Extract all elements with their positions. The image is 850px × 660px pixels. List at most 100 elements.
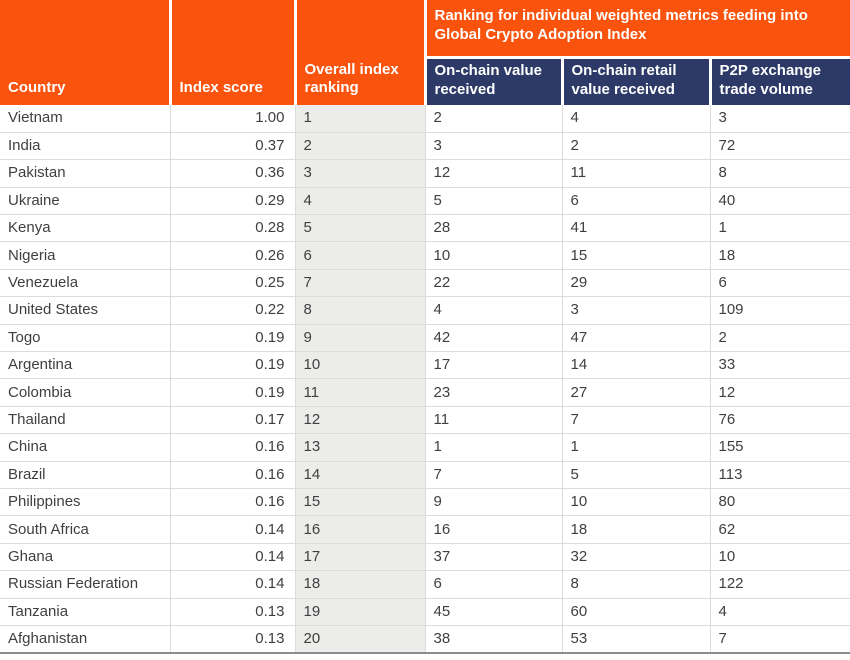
p2p-volume-cell: 40 xyxy=(710,187,850,216)
table-row: China 0.16 13 1 1 155 xyxy=(0,433,850,462)
p2p-volume-cell: 6 xyxy=(710,269,850,298)
on-chain-retail-cell: 5 xyxy=(562,461,711,489)
country-cell: Togo xyxy=(0,324,171,353)
table-row: Kenya 0.28 5 28 41 1 xyxy=(0,214,850,243)
p2p-volume-cell: 4 xyxy=(710,598,850,626)
country-cell: Ukraine xyxy=(0,187,171,216)
column-header-on-chain-value-received: On-chain value received xyxy=(425,57,564,105)
index-score-cell: 0.16 xyxy=(170,461,296,489)
table-row: Nigeria 0.26 6 10 15 18 xyxy=(0,241,850,270)
overall-ranking-cell: 18 xyxy=(295,570,426,599)
overall-ranking-cell: 1 xyxy=(295,105,426,133)
on-chain-value-cell: 1 xyxy=(425,433,563,462)
index-score-cell: 0.14 xyxy=(170,570,296,599)
table-row: India 0.37 2 3 2 72 xyxy=(0,132,850,161)
p2p-volume-cell: 12 xyxy=(710,378,850,407)
overall-ranking-cell: 5 xyxy=(295,214,426,243)
on-chain-retail-cell: 47 xyxy=(562,324,711,353)
p2p-volume-cell: 7 xyxy=(710,625,850,654)
on-chain-retail-cell: 11 xyxy=(562,159,711,188)
column-header-p2p-exchange-trade-volume: P2P exchange trade volume xyxy=(710,57,850,105)
table-row: Colombia 0.19 11 23 27 12 xyxy=(0,378,850,407)
on-chain-value-cell: 42 xyxy=(425,324,563,353)
country-cell: South Africa xyxy=(0,515,171,544)
overall-ranking-cell: 13 xyxy=(295,433,426,462)
on-chain-retail-cell: 3 xyxy=(562,296,711,325)
on-chain-retail-cell: 14 xyxy=(562,351,711,380)
on-chain-value-cell: 17 xyxy=(425,351,563,380)
on-chain-value-cell: 7 xyxy=(425,461,563,489)
p2p-volume-cell: 33 xyxy=(710,351,850,380)
table-row: Afghanistan 0.13 20 38 53 7 xyxy=(0,625,850,654)
index-score-cell: 0.13 xyxy=(170,598,296,626)
overall-ranking-cell: 4 xyxy=(295,187,426,216)
index-score-cell: 0.25 xyxy=(170,269,296,298)
overall-ranking-cell: 15 xyxy=(295,488,426,517)
on-chain-value-cell: 9 xyxy=(425,488,563,517)
on-chain-retail-cell: 7 xyxy=(562,406,711,435)
p2p-volume-cell: 62 xyxy=(710,515,850,544)
country-cell: Venezuela xyxy=(0,269,171,298)
column-header-country: Country xyxy=(0,0,172,105)
table-row: Venezuela 0.25 7 22 29 6 xyxy=(0,269,850,298)
country-cell: Afghanistan xyxy=(0,625,171,654)
index-score-cell: 0.37 xyxy=(170,132,296,161)
on-chain-retail-cell: 53 xyxy=(562,625,711,654)
p2p-volume-cell: 122 xyxy=(710,570,850,599)
on-chain-retail-cell: 29 xyxy=(562,269,711,298)
table-body: Vietnam 1.00 1 2 4 3 India 0.37 2 3 2 72 Pakistan 0.3… xyxy=(0,105,850,654)
on-chain-value-cell: 38 xyxy=(425,625,563,654)
table-row: Ghana 0.14 17 37 32 10 xyxy=(0,543,850,572)
on-chain-retail-cell: 8 xyxy=(562,570,711,599)
p2p-volume-cell: 155 xyxy=(710,433,850,462)
country-cell: United States xyxy=(0,296,171,325)
on-chain-value-cell: 28 xyxy=(425,214,563,243)
p2p-volume-cell: 109 xyxy=(710,296,850,325)
on-chain-retail-cell: 60 xyxy=(562,598,711,626)
on-chain-value-cell: 23 xyxy=(425,378,563,407)
on-chain-value-cell: 22 xyxy=(425,269,563,298)
overall-ranking-cell: 17 xyxy=(295,543,426,572)
overall-ranking-cell: 3 xyxy=(295,159,426,188)
country-cell: India xyxy=(0,132,171,161)
country-cell: Kenya xyxy=(0,214,171,243)
country-cell: Philippines xyxy=(0,488,171,517)
on-chain-value-cell: 10 xyxy=(425,241,563,270)
overall-ranking-cell: 16 xyxy=(295,515,426,544)
index-score-cell: 0.17 xyxy=(170,406,296,435)
country-cell: Tanzania xyxy=(0,598,171,626)
column-header-on-chain-retail-value-received: On-chain retail value received xyxy=(562,57,712,105)
p2p-volume-cell: 76 xyxy=(710,406,850,435)
on-chain-retail-cell: 27 xyxy=(562,378,711,407)
on-chain-retail-cell: 32 xyxy=(562,543,711,572)
country-cell: Pakistan xyxy=(0,159,171,188)
index-score-cell: 0.16 xyxy=(170,488,296,517)
index-score-cell: 0.29 xyxy=(170,187,296,216)
table-row: Vietnam 1.00 1 2 4 3 xyxy=(0,105,850,133)
index-score-cell: 0.13 xyxy=(170,625,296,654)
on-chain-retail-cell: 41 xyxy=(562,214,711,243)
p2p-volume-cell: 80 xyxy=(710,488,850,517)
table-row: Russian Federation 0.14 18 6 8 122 xyxy=(0,570,850,599)
country-cell: Thailand xyxy=(0,406,171,435)
table-row: Ukraine 0.29 4 5 6 40 xyxy=(0,187,850,216)
p2p-volume-cell: 1 xyxy=(710,214,850,243)
overall-ranking-cell: 19 xyxy=(295,598,426,626)
table-row: Pakistan 0.36 3 12 11 8 xyxy=(0,159,850,188)
on-chain-value-cell: 3 xyxy=(425,132,563,161)
on-chain-value-cell: 16 xyxy=(425,515,563,544)
table-row: United States 0.22 8 4 3 109 xyxy=(0,296,850,325)
table-row: Brazil 0.16 14 7 5 113 xyxy=(0,461,850,489)
header-row-metrics: On-chain value received On-chain retail … xyxy=(0,57,850,105)
p2p-volume-cell: 10 xyxy=(710,543,850,572)
overall-ranking-cell: 2 xyxy=(295,132,426,161)
on-chain-value-cell: 12 xyxy=(425,159,563,188)
column-header-overall-index-ranking: Overall index ranking xyxy=(295,0,427,105)
on-chain-value-cell: 45 xyxy=(425,598,563,626)
on-chain-value-cell: 11 xyxy=(425,406,563,435)
table-row: Philippines 0.16 15 9 10 80 xyxy=(0,488,850,517)
p2p-volume-cell: 113 xyxy=(710,461,850,489)
overall-ranking-cell: 7 xyxy=(295,269,426,298)
